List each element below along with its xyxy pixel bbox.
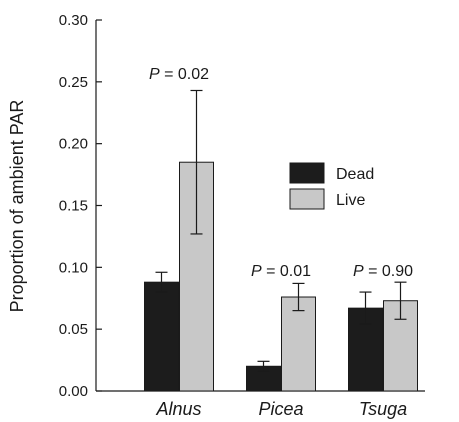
- p-value-annotation: P = 0.90: [353, 263, 413, 280]
- axes: 0.00 0.05 0.10 0.15 0.20 0.25 0.30 Proportion o…: [7, 12, 425, 419]
- legend: Dead Live: [289, 162, 374, 210]
- y-axis-label: Proportion of ambient PAR: [7, 100, 27, 313]
- p-value-annotation: P = 0.02: [149, 66, 209, 83]
- y-tick-label: 0.10: [59, 259, 88, 276]
- x-tick-label: Alnus: [155, 399, 201, 419]
- legend-label-dead: Dead: [336, 166, 374, 183]
- x-tick-label: Picea: [258, 399, 303, 419]
- annotations: P = 0.02 P = 0.01 P = 0.90: [149, 66, 413, 280]
- bar-live-picea: [281, 296, 316, 392]
- error-bars: [155, 89, 407, 372]
- y-tick-label: 0.25: [59, 74, 88, 91]
- bars: [144, 161, 418, 392]
- y-tick-label: 0.30: [59, 12, 88, 29]
- y-tick-label: 0.15: [59, 198, 88, 215]
- y-tick-label: 0.00: [59, 383, 88, 400]
- bar-dead-alnus: [144, 281, 179, 392]
- bar-live-tsuga: [383, 300, 418, 392]
- y-tick-label: 0.20: [59, 136, 88, 153]
- x-tick-label: Tsuga: [359, 399, 407, 419]
- legend-label-live: Live: [336, 192, 365, 209]
- legend-swatch-live: [289, 188, 325, 210]
- legend-swatch-dead: [289, 162, 325, 184]
- p-value-annotation: P = 0.01: [251, 263, 311, 280]
- y-tick-label: 0.05: [59, 321, 88, 338]
